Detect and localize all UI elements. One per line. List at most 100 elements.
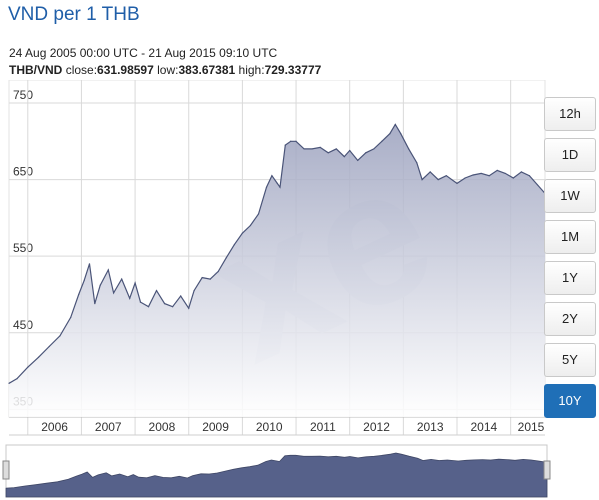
low-label: low: [157, 63, 179, 77]
data-point [83, 280, 85, 282]
y-tick-label: 750 [13, 88, 33, 102]
data-point [357, 159, 359, 162]
data-point [335, 148, 337, 150]
data-point [349, 149, 351, 152]
x-tick-label: 2015 [518, 420, 545, 434]
data-point [480, 172, 482, 175]
data-point [209, 278, 211, 280]
data-point [37, 356, 40, 358]
data-point [365, 152, 367, 154]
data-point [147, 306, 150, 308]
x-tick-label: 2008 [149, 420, 176, 434]
data-point [265, 186, 268, 188]
range-button-12h[interactable]: 12h [544, 97, 596, 131]
data-point [94, 303, 96, 305]
data-point [295, 140, 297, 142]
close-label: close: [65, 63, 98, 77]
data-point [59, 335, 61, 337]
data-point [520, 171, 522, 173]
navigator-series [5, 452, 548, 498]
data-point [276, 182, 278, 184]
date-range: 24 Aug 2005 00:00 UTC - 21 Aug 2015 09:1… [9, 46, 278, 60]
price-stats: THB/VND close:631.98597 low:383.67381 hi… [9, 63, 321, 77]
data-point [437, 178, 439, 181]
x-tick-label: 2012 [363, 420, 390, 434]
data-point [163, 303, 166, 305]
data-point [488, 175, 490, 177]
data-point [201, 277, 203, 279]
data-point [121, 278, 123, 280]
range-button-group: 12h 1D 1W 1M 1Y 2Y 5Y 10Y [544, 97, 598, 425]
y-tick-label: 450 [13, 318, 33, 332]
high-label: high: [238, 63, 265, 77]
data-point [456, 182, 458, 184]
data-point [445, 175, 447, 177]
data-point [290, 140, 292, 142]
data-point [343, 155, 345, 158]
data-point [225, 257, 227, 259]
data-point [48, 345, 50, 348]
data-point [16, 378, 18, 380]
data-point [512, 177, 514, 179]
data-point [429, 171, 431, 173]
data-point [8, 382, 10, 384]
range-button-1d[interactable]: 1D [544, 138, 596, 172]
data-point [139, 301, 142, 303]
data-point [504, 172, 506, 175]
data-point [303, 148, 305, 150]
data-point [27, 366, 29, 368]
y-tick-label: 550 [13, 241, 33, 255]
data-point [271, 175, 273, 177]
data-point [279, 186, 281, 188]
data-point [327, 152, 329, 154]
data-point [400, 133, 402, 135]
data-point [249, 224, 252, 227]
x-tick-label: 2013 [417, 420, 444, 434]
data-point [113, 292, 115, 294]
data-point [129, 297, 131, 299]
exchange-rate-chart[interactable]: 3504505506507502006200720082009201020112… [0, 80, 599, 500]
navigator-handle-left [2, 460, 10, 480]
data-point [284, 144, 286, 146]
data-point [496, 169, 498, 171]
range-button-1m[interactable]: 1M [544, 220, 596, 254]
data-point [172, 306, 174, 308]
data-point [528, 175, 531, 177]
data-point [78, 293, 80, 296]
data-point [70, 316, 72, 319]
series-line [8, 123, 546, 384]
data-point [257, 213, 260, 215]
data-point [217, 270, 219, 273]
data-point [319, 146, 321, 148]
data-point [408, 148, 410, 150]
data-point [233, 244, 235, 246]
range-button-10y[interactable]: 10Y [544, 384, 596, 418]
data-point [134, 282, 136, 284]
data-point [421, 178, 423, 181]
range-button-1w[interactable]: 1W [544, 179, 596, 213]
data-point [373, 148, 375, 150]
data-point [188, 307, 190, 309]
data-point [241, 232, 243, 234]
x-tick-label: 2010 [256, 420, 283, 434]
low-value: 383.67381 [178, 63, 236, 77]
data-point [155, 290, 158, 292]
x-tick-label: 2006 [41, 420, 68, 434]
data-point [394, 123, 396, 126]
data-point [311, 148, 313, 150]
navigator-handle-right [543, 460, 551, 480]
currency-pair: THB/VND [9, 63, 63, 77]
data-point [389, 133, 391, 135]
x-tick-label: 2011 [310, 420, 336, 434]
range-button-1y[interactable]: 1Y [544, 261, 596, 295]
range-button-5y[interactable]: 5Y [544, 343, 596, 377]
data-point [472, 174, 474, 176]
x-tick-label: 2009 [202, 420, 229, 434]
data-point [88, 263, 91, 265]
range-button-2y[interactable]: 2Y [544, 302, 596, 336]
data-point [416, 162, 418, 164]
data-point [107, 269, 109, 271]
series-area [9, 124, 545, 418]
data-point [193, 290, 195, 292]
data-point [180, 295, 182, 297]
